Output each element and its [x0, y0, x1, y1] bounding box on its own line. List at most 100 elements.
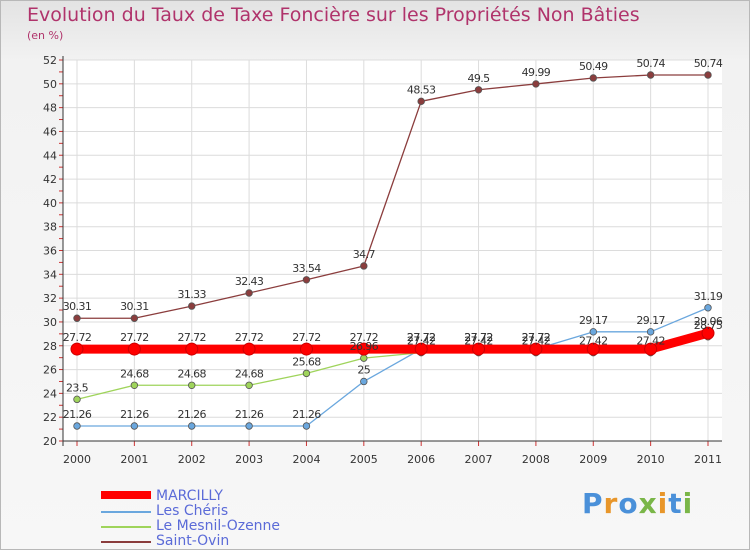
data-label: 27.72: [350, 331, 379, 344]
y-tick-label: 42: [43, 173, 57, 186]
y-tick-label: 36: [43, 245, 57, 258]
proxiti-logo: Proxiti: [582, 487, 693, 520]
y-tick-label: 30: [43, 316, 57, 329]
data-label: 27.42: [522, 335, 551, 348]
data-point: [360, 377, 368, 386]
data-point: [188, 302, 196, 310]
data-point: [704, 304, 712, 312]
x-tick-label: 2002: [178, 453, 206, 466]
grid-lines: [63, 59, 722, 442]
data-label: 21.26: [292, 408, 321, 421]
data-label: 27.72: [464, 331, 493, 344]
data-label: 27.72: [464, 331, 493, 344]
data-point: [586, 342, 600, 356]
logo-letter: i: [657, 487, 669, 520]
data-point: [417, 97, 425, 106]
data-point: [704, 71, 712, 79]
data-point: [185, 342, 199, 356]
data-point: [302, 276, 311, 284]
legend-label: Saint-Ovin: [156, 533, 230, 549]
y-tick-label: 22: [43, 411, 57, 424]
data-point: [242, 342, 256, 356]
data-point: [245, 381, 253, 389]
data-labels-layer: 30.31 30.31 31.33 32.43 33.54 34.7 48.53 49.5 49…: [63, 57, 724, 421]
legend-label: MARCILLY: [156, 488, 223, 504]
data-label: 26.96: [350, 340, 379, 353]
series-line-0: [77, 328, 710, 354]
data-point: [532, 80, 540, 88]
data-label: 50.74: [694, 57, 723, 70]
data-label: 27.72: [407, 331, 436, 344]
data-label: 24.68: [235, 367, 264, 380]
data-label: 29.17: [636, 314, 665, 327]
data-point: [70, 342, 84, 356]
data-point: [302, 369, 311, 378]
data-point: [644, 342, 658, 356]
data-point: [589, 328, 597, 336]
data-point: [73, 314, 81, 322]
x-tick-label: 2005: [350, 453, 378, 466]
data-point: [360, 354, 368, 362]
x-tick-label: 2003: [235, 453, 263, 466]
data-label: 31.19: [694, 290, 723, 303]
data-label: 50.74: [636, 57, 665, 70]
data-point: [472, 342, 486, 356]
x-tick-label: 2010: [637, 453, 665, 466]
y-tick-label: 48: [43, 102, 57, 115]
data-label: 27.72: [292, 331, 321, 344]
data-label: 29.06: [694, 315, 723, 328]
data-point: [414, 342, 428, 356]
legend-swatch: [101, 526, 151, 528]
data-label: 49.5: [467, 72, 490, 85]
data-point: [73, 395, 81, 404]
x-tick-label: 2008: [522, 453, 550, 466]
x-tick-label: 2000: [63, 453, 91, 466]
data-label: 27.42: [464, 335, 493, 348]
data-point: [529, 342, 543, 356]
y-tick-label: 28: [43, 340, 57, 353]
y-tick-label: 50: [43, 78, 57, 91]
data-point: [73, 422, 81, 430]
data-point: [130, 314, 139, 322]
y-tick-label: 32: [43, 292, 57, 305]
data-label: 30.31: [63, 300, 92, 313]
data-point: [646, 328, 655, 336]
data-label: 29.17: [579, 314, 608, 327]
data-label: 25: [357, 363, 370, 376]
data-label: 31.33: [177, 288, 206, 301]
logo-letter: t: [668, 487, 683, 520]
x-tick-label: 2007: [465, 453, 493, 466]
legend-swatch: [101, 541, 151, 543]
data-label: 25.68: [292, 355, 321, 368]
x-tick-label: 2001: [120, 453, 148, 466]
data-point: [360, 262, 368, 270]
data-point: [130, 422, 139, 430]
data-label: 27.72: [522, 331, 551, 344]
logo-letter: x: [638, 487, 658, 520]
data-point: [188, 381, 196, 389]
data-point: [701, 326, 715, 340]
data-label: 21.26: [177, 408, 206, 421]
data-label: 24.68: [177, 367, 206, 380]
x-tick-label: 2009: [579, 453, 607, 466]
data-label: 27.72: [235, 331, 264, 344]
data-label: 27.72: [63, 331, 92, 344]
data-point: [245, 289, 253, 297]
data-point: [130, 381, 139, 389]
data-label: 28.75: [694, 319, 723, 332]
y-tick-label: 34: [43, 268, 57, 281]
chart-subtitle: (en %): [27, 29, 64, 42]
logo-letter: P: [582, 487, 604, 520]
data-point: [127, 342, 141, 356]
y-tick-label: 38: [43, 221, 57, 234]
y-tick-label: 26: [43, 364, 57, 377]
data-label: 34.7: [353, 248, 376, 261]
series-line-3: [77, 74, 708, 319]
x-tick-label: 2011: [694, 453, 722, 466]
series-line-1: [77, 307, 709, 427]
axes: 20 22 24 26 28 30 32 34 36 38 40 42 44 46 48 50 52 2000 20…: [43, 54, 722, 466]
data-label: 27.72: [407, 331, 436, 344]
chart-title: Evolution du Taux de Taxe Foncière sur l…: [27, 4, 640, 26]
x-tick-label: 2004: [292, 453, 320, 466]
